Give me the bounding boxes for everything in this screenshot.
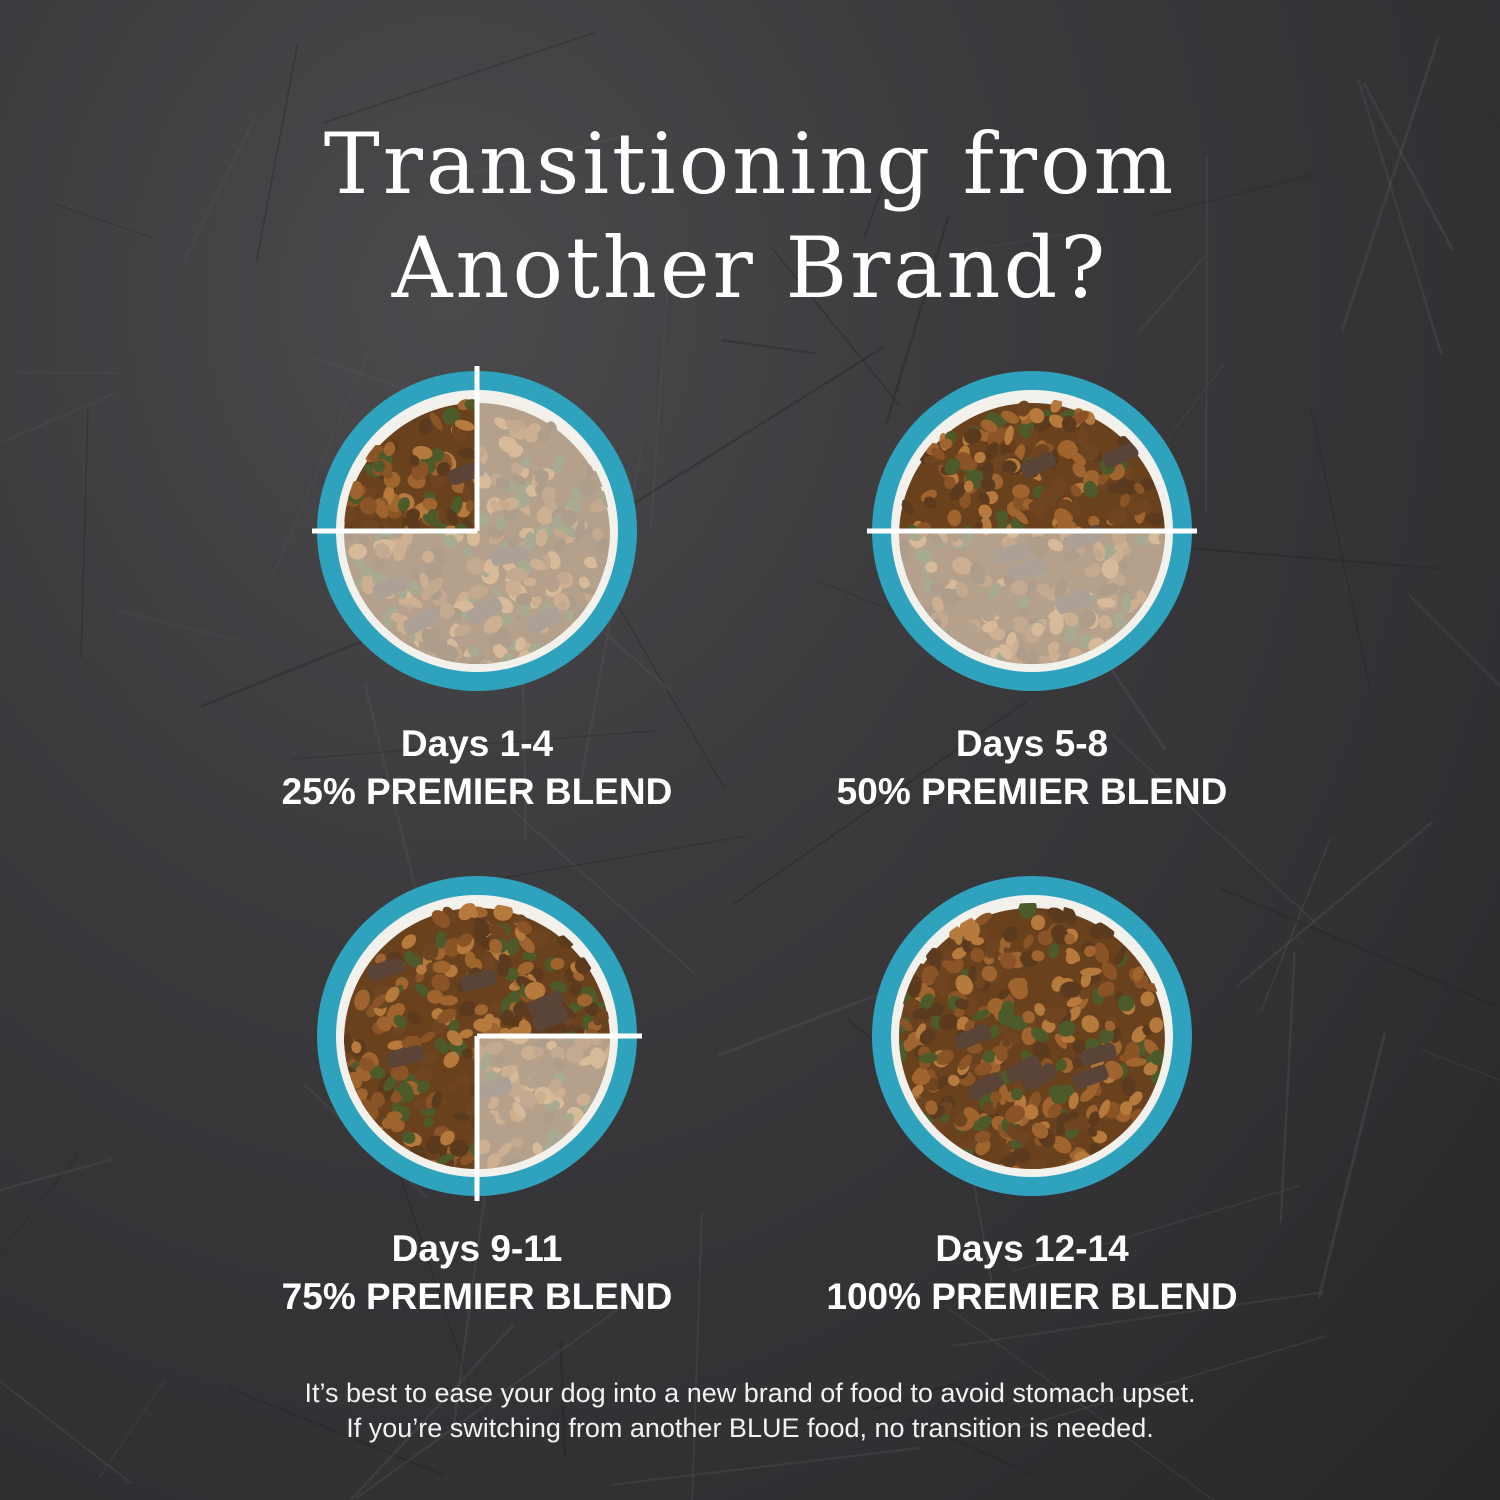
footer-line-1: It’s best to ease your dog into a new br…: [304, 1378, 1196, 1408]
step-caption-2: Days 5-8 50% PREMIER BLEND: [732, 720, 1332, 816]
bowl-100-percent: [872, 876, 1192, 1196]
slate-streak: [349, 1323, 516, 1500]
slate-streak: [183, 116, 257, 263]
slate-streak: [948, 1307, 1215, 1500]
slate-streak: [1357, 78, 1443, 355]
slate-streak: [0, 392, 116, 444]
slate-streak: [691, 1212, 703, 1500]
step-label: 25% PREMIER BLEND: [281, 771, 673, 812]
slate-streak: [1217, 886, 1500, 1009]
step-caption-4: Days 12-14 100% PREMIER BLEND: [732, 1225, 1332, 1321]
slate-streak: [116, 609, 240, 642]
step-label: 50% PREMIER BLEND: [836, 771, 1228, 812]
slate-streak: [963, 231, 1080, 252]
slate-streak: [291, 730, 658, 760]
title-line-2: Another Brand?: [391, 219, 1109, 317]
slate-streak: [771, 247, 900, 406]
step-label: 75% PREMIER BLEND: [281, 1276, 673, 1317]
slate-streak: [610, 1446, 921, 1486]
slate-streak: [884, 215, 950, 425]
slate-streak: [1362, 81, 1454, 251]
slate-streak: [0, 1158, 114, 1192]
slate-streak: [355, 1281, 656, 1500]
slate-streak: [1408, 594, 1500, 688]
slate-streak: [15, 371, 119, 374]
bowl-75-percent: [317, 876, 642, 1201]
bowl-50-percent: [867, 371, 1197, 691]
slate-streak: [559, 1341, 567, 1457]
slate-streak: [498, 796, 696, 975]
slate-streak: [721, 339, 818, 355]
slate-streak: [80, 410, 89, 659]
slate-streak: [322, 31, 597, 124]
slate-streak: [995, 1335, 1328, 1436]
slate-streak: [1340, 37, 1440, 332]
slate-streak: [1279, 952, 1296, 1223]
slate-streak: [950, 1291, 1325, 1348]
slate-streak: [1235, 820, 1434, 988]
title-line-1: Transitioning from: [323, 115, 1177, 213]
slate-streak: [1138, 256, 1205, 333]
slate-streak: [255, 44, 299, 262]
slate-streak: [872, 1381, 956, 1412]
slate-streak: [55, 203, 154, 240]
slate-streak: [594, 623, 671, 691]
slate-streak: [1309, 405, 1371, 686]
bowl-25-percent: [312, 366, 637, 691]
slate-streak: [228, 1387, 445, 1477]
slate-streak: [907, 1417, 1034, 1476]
step-label: 100% PREMIER BLEND: [826, 1276, 1238, 1317]
slate-streak: [1260, 837, 1332, 1011]
slate-streak: [731, 701, 1027, 906]
slate-streak: [586, 346, 885, 534]
slate-streak: [0, 1153, 79, 1254]
footer-line-2: If you’re switching from another BLUE fo…: [346, 1413, 1154, 1443]
slate-streak: [1111, 733, 1323, 930]
slate-streak: [1148, 173, 1317, 217]
slate-streak: [649, 249, 672, 528]
step-days: Days 12-14: [935, 1228, 1129, 1269]
slate-streak: [1013, 1185, 1300, 1272]
slate-streak: [1317, 1032, 1387, 1299]
kibble: [899, 903, 1165, 1169]
step-days: Days 5-8: [955, 723, 1109, 764]
slate-streak: [98, 1378, 166, 1478]
slate-streak: [1420, 1049, 1500, 1081]
step-caption-3: Days 9-11 75% PREMIER BLEND: [177, 1225, 777, 1321]
slate-streak: [1205, 156, 1208, 513]
step-days: Days 1-4: [400, 723, 554, 764]
slate-streak: [862, 150, 898, 239]
step-caption-1: Days 1-4 25% PREMIER BLEND: [177, 720, 777, 816]
step-days: Days 9-11: [391, 1228, 563, 1269]
slate-streak: [473, 135, 621, 174]
slate-streak: [0, 1380, 133, 1485]
slate-streak: [270, 334, 378, 580]
